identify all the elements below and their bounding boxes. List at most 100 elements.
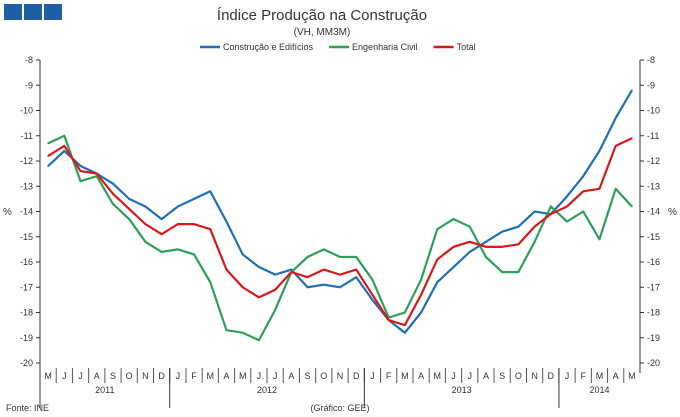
data-point	[614, 187, 617, 190]
x-tick-label: M	[596, 371, 604, 381]
data-point	[241, 331, 244, 334]
x-tick-label: F	[386, 371, 392, 381]
x-tick-label: J	[451, 371, 456, 381]
y-tick-label: -14	[20, 207, 33, 217]
x-tick-label: J	[565, 371, 570, 381]
data-point	[258, 296, 260, 299]
data-point	[112, 193, 114, 195]
data-point	[355, 276, 358, 278]
data-point	[582, 175, 585, 177]
data-point	[468, 241, 471, 243]
data-point	[144, 205, 147, 208]
data-point	[566, 195, 568, 198]
y-tick-label-right: -11	[647, 131, 659, 141]
data-point	[209, 228, 212, 230]
y-tick-label: -15	[20, 232, 33, 242]
data-point	[209, 281, 212, 284]
data-point	[274, 288, 276, 291]
data-point	[339, 286, 341, 289]
data-point	[614, 117, 617, 119]
data-point	[598, 187, 601, 190]
y-axis-label: %	[3, 207, 12, 218]
data-point	[144, 241, 147, 243]
data-point	[160, 251, 163, 253]
x-tick-label: J	[176, 371, 181, 381]
data-point	[420, 278, 422, 281]
data-point	[420, 294, 422, 296]
x-tick-label: J	[257, 371, 262, 381]
x-tick-label: O	[515, 371, 522, 381]
x-tick-label: A	[223, 371, 229, 381]
legend-label: Engenharia Civil	[352, 42, 418, 52]
legend-label: Total	[457, 42, 476, 52]
data-point	[582, 190, 585, 193]
year-label: 2011	[95, 385, 114, 395]
x-tick-label: D	[548, 371, 555, 381]
data-point	[306, 256, 309, 258]
y-tick-label-right: -15	[647, 232, 660, 242]
data-point	[290, 268, 293, 271]
x-tick-label: O	[126, 371, 133, 381]
x-tick-label: F	[191, 371, 197, 381]
data-point	[371, 294, 374, 296]
y-tick-label: -10	[20, 106, 33, 116]
series-line	[47, 134, 633, 342]
data-point	[128, 198, 130, 200]
series-line	[47, 89, 633, 334]
legend: Construção e Edifícios Engenharia Civil To…	[200, 42, 476, 52]
data-point	[436, 281, 439, 284]
x-tick-label: M	[628, 371, 636, 381]
chart-title: Índice Produção na Construção	[217, 7, 427, 24]
data-point	[631, 205, 633, 208]
data-point	[47, 165, 49, 167]
y-tick-label-right: -13	[647, 181, 660, 191]
data-point	[144, 223, 147, 225]
data-point	[160, 233, 163, 236]
data-point	[339, 256, 341, 258]
data-point	[63, 150, 66, 152]
year-label: 2014	[589, 385, 609, 395]
data-point	[225, 329, 228, 331]
y-tick-label-right: -20	[647, 358, 660, 368]
x-tick-label: J	[370, 371, 375, 381]
data-point	[209, 190, 212, 193]
x-tick-label: D	[158, 371, 165, 381]
y-tick-label-right: -18	[647, 308, 660, 318]
data-point	[501, 246, 503, 248]
x-tick-label: S	[305, 371, 311, 381]
data-point	[322, 248, 325, 251]
data-point	[566, 220, 568, 223]
data-point	[598, 238, 601, 241]
data-point	[404, 331, 406, 334]
data-point	[160, 218, 163, 220]
logo-square	[44, 4, 62, 20]
data-point	[112, 182, 114, 185]
data-point	[436, 228, 439, 230]
x-tick-label: M	[207, 371, 215, 381]
x-tick-label: F	[580, 371, 586, 381]
data-point	[404, 324, 406, 326]
data-point	[533, 241, 536, 243]
data-point	[241, 253, 244, 256]
data-point	[290, 271, 293, 273]
year-label: 2013	[452, 385, 472, 395]
data-point	[404, 311, 406, 314]
data-point	[306, 286, 309, 289]
data-point	[485, 246, 487, 248]
data-point	[63, 145, 66, 147]
x-tick-label: N	[142, 371, 149, 381]
data-point	[485, 241, 487, 243]
data-point	[79, 165, 82, 167]
data-point	[274, 309, 276, 311]
data-point	[550, 213, 552, 215]
data-point	[339, 273, 341, 276]
data-point	[533, 210, 536, 213]
data-point	[517, 225, 520, 228]
x-tick-label: N	[337, 371, 344, 381]
data-point	[566, 205, 568, 208]
data-point	[533, 225, 536, 228]
x-tick-label: J	[62, 371, 67, 381]
x-tick-label: M	[434, 371, 442, 381]
data-point	[177, 205, 179, 208]
